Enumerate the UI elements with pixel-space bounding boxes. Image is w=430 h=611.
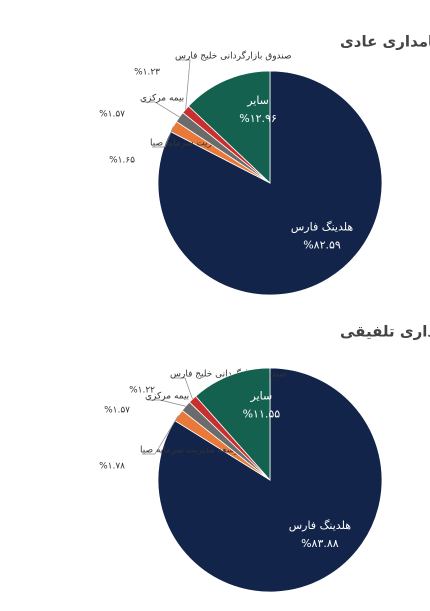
leader-line (172, 377, 193, 400)
slice-value: %۱۲.۹۶ (239, 112, 277, 125)
slice-label: سایر (250, 390, 273, 403)
slice-label: هلدینگ فارس (291, 221, 353, 234)
slice-label: صندوق بازارگردانی خلیج فارس (175, 50, 292, 62)
slice-label: سایر (246, 94, 269, 107)
slice-value: %۸۳.۸۸ (301, 537, 339, 550)
slice-value: %۱.۶۵ (109, 156, 135, 166)
slice-label: بیمه مرکزی (145, 392, 189, 402)
slice-label: توسعه مدیریت سرمایه صبا (140, 446, 242, 456)
slice-value: %۱.۵۷ (104, 406, 130, 416)
slice-value: %۱.۲۳ (134, 68, 160, 78)
leader-line (147, 399, 186, 407)
pie-slice (187, 70, 271, 184)
chart-title: ساختار سهامداری عادی (340, 33, 430, 51)
leader-line (142, 415, 179, 455)
pie-slice (195, 367, 271, 482)
slice-label: توسعه مدیریت سرمایه صبا (150, 139, 252, 149)
leader-line (177, 59, 191, 110)
slice-value: %۱.۲۲ (129, 386, 155, 396)
leader-line (142, 101, 180, 118)
slice-label: هلدینگ فارس (289, 519, 351, 532)
slice-value: %۱.۷۸ (99, 462, 125, 472)
slice-value: %۸۲.۵۹ (303, 239, 341, 252)
slice-value: %۱۱.۵۵ (243, 408, 281, 421)
leader-line (152, 126, 174, 148)
chart-title: ساختار سهامداری تلفیقی (340, 323, 430, 341)
slice-value: %۱.۵۷ (99, 110, 125, 120)
slice-label: بیمه مرکزی (140, 94, 184, 104)
